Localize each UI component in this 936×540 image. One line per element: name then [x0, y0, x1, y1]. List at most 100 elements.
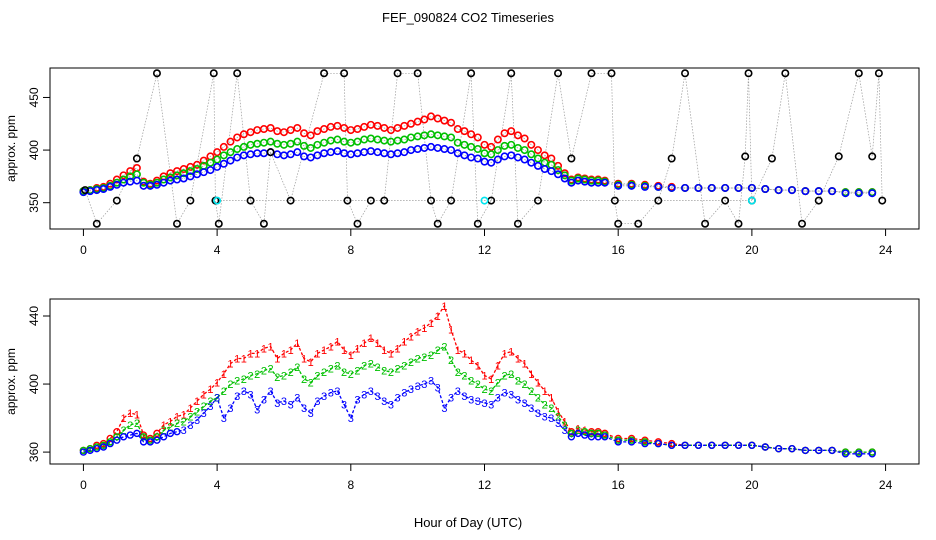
series-1-point	[333, 121, 342, 130]
series-2-mark: 2	[555, 411, 561, 423]
y-tick-label: 360	[27, 442, 41, 462]
series-1-mark: 1	[241, 354, 247, 366]
series-2-mark: 2	[381, 365, 387, 377]
series-1-point	[179, 165, 188, 174]
series-1-point	[520, 134, 529, 143]
series-2-mark: 2	[515, 376, 521, 388]
series-1-mark: 1	[308, 357, 314, 369]
series-1-point	[326, 122, 335, 131]
series-2-point	[366, 134, 375, 143]
series-3-point	[748, 441, 756, 449]
series-1-point	[233, 133, 242, 142]
series-4-point	[554, 69, 563, 78]
series-2-point	[533, 154, 542, 163]
series-2-mark: 2	[281, 371, 287, 383]
series-3-mark: 3	[314, 396, 320, 408]
series-3-point	[627, 181, 636, 190]
y-tick-label: 440	[27, 306, 41, 326]
series-2-point	[186, 167, 195, 176]
series-3-mark: 3	[415, 381, 421, 393]
series-3-point	[473, 154, 482, 163]
series-3-point	[293, 148, 302, 157]
series-3-point	[567, 178, 576, 187]
x-tick-label: 12	[478, 243, 492, 257]
series-1-mark: 1	[441, 301, 447, 313]
series-3-mark: 3	[548, 413, 554, 425]
series-2-point	[306, 143, 315, 152]
series-2-mark: 2	[167, 422, 173, 434]
series-3-point	[654, 439, 662, 448]
x-tick-label: 16	[612, 478, 626, 492]
series-3-mark: 3	[207, 401, 213, 413]
series-4-point	[781, 69, 790, 78]
series-1-point	[386, 126, 395, 135]
series-4-point	[246, 196, 255, 205]
series-3-point	[193, 170, 202, 179]
series-3-point	[99, 443, 108, 451]
series-3-point	[560, 174, 569, 183]
series-3-point	[787, 186, 796, 195]
series-3-mark: 3	[227, 403, 233, 415]
series-3-point	[79, 448, 88, 456]
series-2-point	[193, 165, 202, 174]
series-2-point	[266, 137, 275, 146]
series-1-point	[259, 125, 268, 134]
series-1-mark: 1	[227, 359, 233, 371]
series-2-mark: 2	[368, 359, 374, 371]
series-2-mark: 2	[468, 376, 474, 388]
x-tick-label: 4	[214, 478, 221, 492]
series-3-point	[828, 446, 836, 455]
series-2-mark: 2	[548, 403, 554, 415]
series-3-point	[868, 450, 876, 458]
series-3-point	[527, 158, 536, 167]
series-3-point	[173, 175, 182, 184]
series-2-mark: 2	[194, 406, 200, 418]
series-2-mark: 2	[328, 364, 334, 376]
series-3-point	[507, 151, 516, 160]
series-3-point	[433, 143, 442, 152]
series-1-point	[340, 123, 349, 132]
series-4-point	[433, 219, 442, 228]
series-3-mark: 3	[401, 388, 407, 400]
series-3-point	[480, 157, 489, 166]
series-2-mark: 2	[120, 425, 126, 437]
series-3-mark: 3	[334, 386, 340, 398]
series-1-point	[453, 125, 462, 134]
series-3-mark: 3	[395, 393, 401, 405]
series-3-point	[173, 427, 181, 436]
series-2-mark: 2	[495, 377, 501, 389]
series-2-mark: 2	[508, 369, 514, 381]
series-1-point	[400, 121, 409, 130]
series-3-point	[721, 183, 730, 192]
series-3-mark: 3	[368, 386, 374, 398]
series-1-point	[239, 130, 248, 139]
series-2-point	[119, 175, 128, 184]
series-2-point	[320, 138, 329, 147]
series-2-mark: 2	[334, 360, 340, 372]
series-3-point	[667, 183, 676, 192]
x-axis-label: Hour of Day (UTC)	[414, 515, 522, 530]
series-3-point	[520, 155, 529, 164]
series-1-mark: 1	[515, 354, 521, 366]
x-tick-label: 16	[612, 243, 626, 257]
series-2-mark: 2	[535, 393, 541, 405]
series-3-point	[581, 431, 589, 439]
series-4-point	[533, 196, 542, 205]
series-4-point	[587, 69, 596, 78]
series-3-mark: 3	[321, 391, 327, 403]
series-1-mark: 1	[281, 348, 287, 360]
series-2-point	[326, 136, 335, 145]
series-1-point	[246, 128, 255, 137]
series-1-point	[313, 127, 322, 136]
series-1-mark: 1	[401, 337, 407, 349]
series-1-mark: 1	[542, 386, 548, 398]
series-1-point	[373, 121, 382, 130]
series-2-line	[83, 345, 873, 453]
x-tick-label: 0	[80, 478, 87, 492]
series-4-point	[186, 196, 195, 205]
series-1-mark: 1	[535, 377, 541, 389]
series-2-point	[206, 158, 215, 167]
series-3-mark: 3	[281, 396, 287, 408]
series-1-mark: 1	[508, 347, 514, 359]
